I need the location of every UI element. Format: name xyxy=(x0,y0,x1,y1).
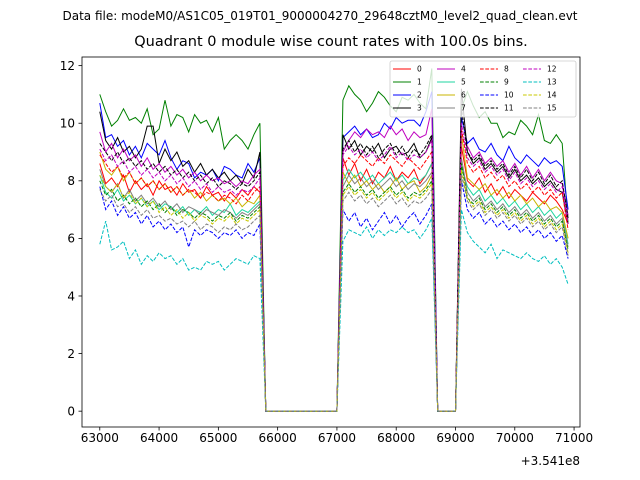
legend-label-8: 8 xyxy=(504,65,509,74)
legend-box xyxy=(389,60,577,118)
series-line-3 xyxy=(99,88,569,412)
legend-label-6: 6 xyxy=(461,91,466,100)
series-line-2 xyxy=(99,91,569,412)
y-tick-label: 4 xyxy=(67,289,75,303)
chart-title: Quadrant 0 module wise count rates with … xyxy=(134,34,528,50)
figure-suptitle: Data file: modeM0/AS1C05_019T01_90000042… xyxy=(62,9,578,23)
x-tick-label: 67000 xyxy=(318,431,356,445)
series-line-1 xyxy=(99,68,569,412)
series-group xyxy=(99,68,569,412)
series-line-14 xyxy=(99,169,569,412)
x-tick-label: 65000 xyxy=(199,431,237,445)
x-offset-label: +3.541e8 xyxy=(521,454,580,468)
legend-label-13: 13 xyxy=(547,78,557,87)
series-line-9 xyxy=(99,163,569,412)
series-line-10 xyxy=(99,180,569,412)
plot-frame xyxy=(81,56,581,428)
x-tick-label: 64000 xyxy=(140,431,178,445)
axes-group: 63000 64000 65000 66000 67000 68000 69000 70000… xyxy=(60,56,593,468)
series-line-7 xyxy=(99,157,569,412)
legend-label-10: 10 xyxy=(504,91,514,100)
legend-label-3: 3 xyxy=(417,104,422,113)
y-tick-label: 10 xyxy=(60,117,75,131)
legend-label-1: 1 xyxy=(417,78,422,87)
y-tick-label: 2 xyxy=(67,347,75,361)
legend-label-7: 7 xyxy=(461,104,466,113)
series-line-15 xyxy=(99,174,569,412)
x-tick-label: 69000 xyxy=(436,431,474,445)
x-tick-label: 71000 xyxy=(555,431,593,445)
legend-label-11: 11 xyxy=(504,104,514,113)
series-line-13 xyxy=(99,209,569,412)
legend-label-12: 12 xyxy=(547,65,557,74)
legend-label-4: 4 xyxy=(461,65,466,74)
legend-label-0: 0 xyxy=(417,65,422,74)
x-tick-label: 66000 xyxy=(259,431,297,445)
legend-label-5: 5 xyxy=(461,78,466,87)
x-tick-label: 63000 xyxy=(81,431,119,445)
legend-label-9: 9 xyxy=(504,78,509,87)
series-line-5 xyxy=(99,163,569,412)
y-tick-label: 12 xyxy=(60,59,75,73)
y-tick-label: 0 xyxy=(67,404,75,418)
y-tick-label: 8 xyxy=(67,174,75,188)
y-tick-label: 6 xyxy=(67,232,75,246)
x-tick-label: 70000 xyxy=(496,431,534,445)
series-line-12 xyxy=(99,123,569,412)
legend-label-2: 2 xyxy=(417,91,422,100)
x-tick-label: 68000 xyxy=(377,431,415,445)
legend-label-15: 15 xyxy=(547,104,557,113)
series-line-0 xyxy=(99,146,569,412)
legend-label-14: 14 xyxy=(547,91,557,100)
